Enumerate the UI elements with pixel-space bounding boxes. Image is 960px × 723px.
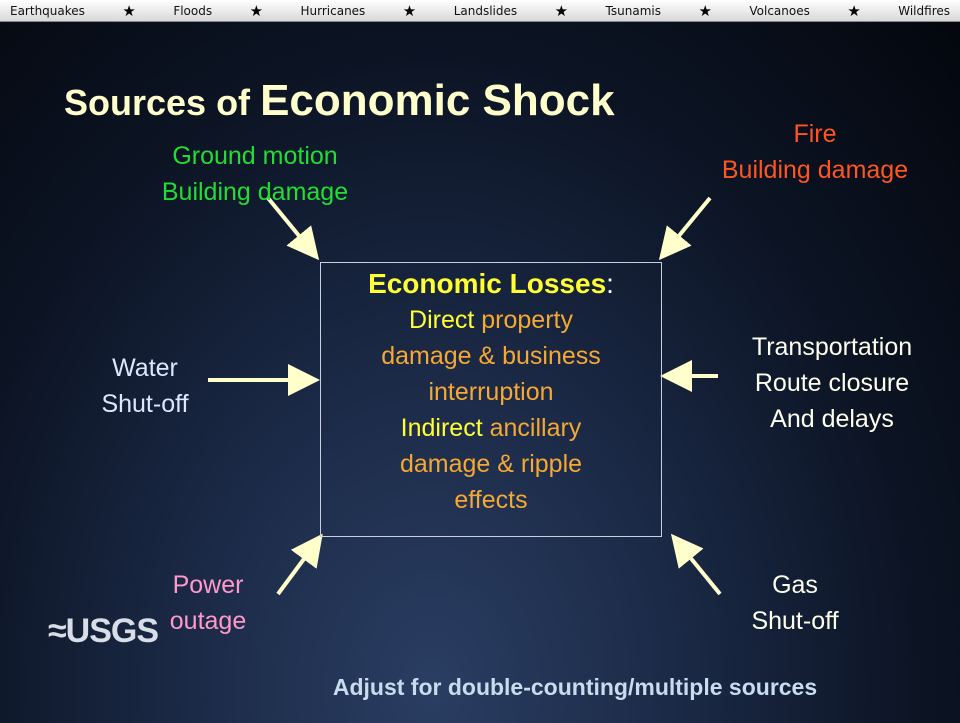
- source-line: Fire: [690, 116, 940, 152]
- footer: Adjust for double-counting/multiple sour…: [230, 674, 920, 701]
- source-line: Building damage: [690, 152, 940, 188]
- source-line: Shut-off: [85, 386, 205, 422]
- source-line: Ground motion: [135, 138, 375, 174]
- source-line: Transportation: [722, 329, 942, 365]
- heading-suffix: :: [606, 268, 614, 299]
- direct-key: Direct: [409, 306, 474, 334]
- source-line: Shut-off: [735, 603, 855, 639]
- source-line: Gas: [735, 567, 855, 603]
- heading: Economic Losses: [368, 268, 606, 299]
- source-line: Water: [85, 350, 205, 386]
- indirect: Indirect ancillary damage & ripple effec…: [366, 410, 616, 518]
- source-line: And delays: [722, 401, 942, 437]
- losses-text: Economic Losses: Direct property damage …: [366, 266, 616, 518]
- logo: ≈USGS: [48, 612, 158, 651]
- source-line: Power: [148, 567, 268, 603]
- indirect-key: Indirect: [401, 414, 483, 442]
- arrow: [676, 540, 720, 594]
- losses-heading: Economic Losses:: [366, 266, 616, 302]
- source-line: Route closure: [722, 365, 942, 401]
- source-line: outage: [148, 603, 268, 639]
- arrow: [664, 198, 710, 254]
- slide: Earthquakes★Floods★Hurricanes★Landslides…: [0, 0, 960, 723]
- direct: Direct property damage & business interr…: [366, 302, 616, 410]
- source-line: Building damage: [135, 174, 375, 210]
- arrow: [278, 540, 318, 594]
